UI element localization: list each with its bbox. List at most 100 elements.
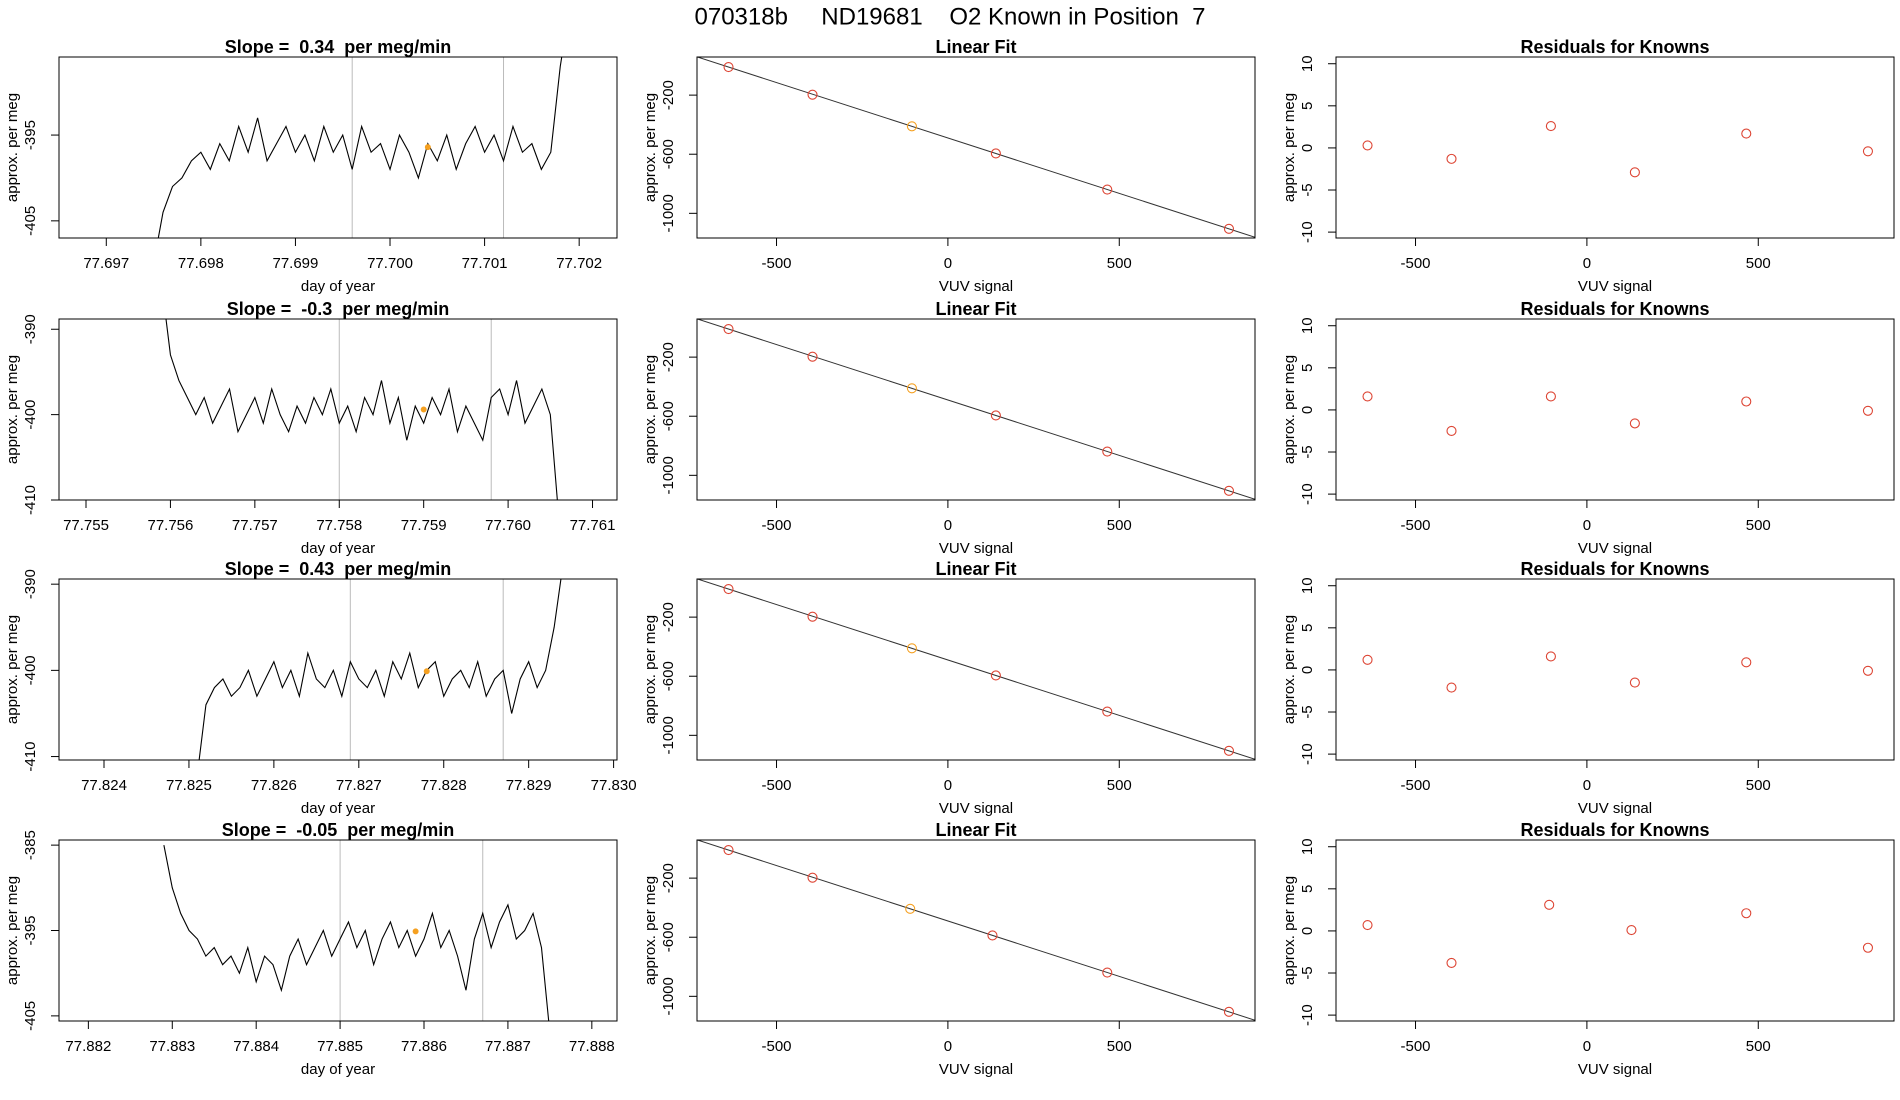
point — [1446, 957, 1457, 968]
series-line — [163, 845, 550, 1021]
x-tick-label: 77.756 — [147, 517, 193, 534]
y-tick-label: -5 — [1299, 705, 1316, 718]
y-tick-label: -410 — [22, 485, 39, 515]
y-tick-label: 0 — [1299, 666, 1316, 674]
plot-area — [163, 840, 550, 1021]
point — [1102, 184, 1113, 195]
series-line — [198, 579, 562, 760]
x-tick-label: 500 — [1746, 1038, 1771, 1055]
point — [1223, 223, 1235, 234]
x-axis-label: VUV signal — [939, 1061, 1013, 1078]
panel-title: Slope = 0.34 per meg/min — [225, 37, 452, 57]
y-tick-label: -10 — [1299, 1004, 1316, 1026]
highlight-point — [420, 406, 427, 413]
x-tick-label: 77.699 — [272, 255, 318, 272]
panel-title: Slope = 0.43 per meg/min — [225, 559, 452, 579]
point — [1862, 146, 1874, 157]
x-tick-label: 500 — [1746, 777, 1771, 794]
x-tick-label: 500 — [1746, 517, 1771, 534]
x-tick-label: 77.824 — [81, 777, 127, 794]
x-tick-label: 77.829 — [506, 777, 552, 794]
y-tick-label: -10 — [1299, 483, 1316, 505]
point — [1223, 745, 1235, 756]
plot-area — [697, 57, 1255, 238]
x-axis-label: day of year — [301, 1061, 375, 1078]
y-axis-label: approx. per meg — [1281, 615, 1298, 724]
point — [1362, 140, 1373, 151]
y-tick-label: -10 — [1299, 221, 1316, 243]
plot-box — [1335, 318, 1895, 501]
point — [1545, 391, 1556, 402]
y-tick-label: 10 — [1299, 55, 1316, 72]
point — [1446, 153, 1457, 164]
series-line — [165, 319, 558, 500]
panel-title: Linear Fit — [935, 820, 1016, 840]
x-tick-label: 77.825 — [166, 777, 212, 794]
y-tick-label: -395 — [22, 120, 39, 150]
plot-box — [58, 578, 618, 761]
y-tick-label: 5 — [1299, 364, 1316, 372]
y-axis-label: approx. per meg — [1281, 93, 1298, 202]
y-tick-label: -1000 — [660, 977, 677, 1015]
x-tick-label: -500 — [762, 777, 792, 794]
plot-area — [1362, 651, 1874, 693]
y-tick-label: -600 — [660, 401, 677, 431]
y-axis-label: approx. per meg — [1281, 876, 1298, 985]
x-tick-label: 0 — [1583, 1038, 1591, 1055]
x-axis-label: VUV signal — [1578, 800, 1652, 817]
y-tick-label: 5 — [1299, 102, 1316, 110]
y-tick-label: -400 — [22, 655, 39, 685]
y-tick-label: 0 — [1299, 406, 1316, 414]
x-tick-label: -500 — [762, 1038, 792, 1055]
point — [990, 148, 1001, 159]
y-tick-label: 0 — [1299, 927, 1316, 935]
y-tick-label: -200 — [660, 602, 677, 632]
y-tick-label: 5 — [1299, 624, 1316, 632]
y-tick-label: -410 — [22, 742, 39, 772]
point — [906, 643, 917, 654]
y-tick-label: -1000 — [660, 456, 677, 494]
highlight-point — [412, 928, 419, 935]
x-tick-label: 77.755 — [63, 517, 109, 534]
x-tick-label: 0 — [944, 255, 952, 272]
plot-box — [1335, 839, 1895, 1022]
y-axis-label: approx. per meg — [1281, 355, 1298, 464]
y-axis-label: approx. per meg — [4, 93, 21, 202]
x-tick-label: -500 — [762, 255, 792, 272]
x-tick-label: 77.883 — [149, 1038, 195, 1055]
point — [807, 89, 818, 100]
x-tick-label: 77.830 — [591, 777, 637, 794]
point — [1102, 967, 1113, 978]
point — [906, 121, 917, 132]
y-tick-label: 10 — [1299, 838, 1316, 855]
x-tick-label: 77.760 — [485, 517, 531, 534]
point — [990, 410, 1001, 421]
y-axis-label: approx. per meg — [642, 355, 659, 464]
highlight-point — [423, 668, 430, 675]
x-axis-label: day of year — [301, 800, 375, 817]
plot-area — [1362, 899, 1874, 968]
x-tick-label: 0 — [944, 1038, 952, 1055]
point — [1862, 665, 1874, 676]
plot-box — [696, 318, 1256, 501]
x-axis-label: day of year — [301, 540, 375, 557]
plot-area — [1362, 391, 1874, 437]
point — [905, 903, 916, 914]
point — [1741, 908, 1752, 919]
x-axis-label: day of year — [301, 278, 375, 295]
x-tick-label: -500 — [1401, 1038, 1431, 1055]
plot-area — [697, 319, 1255, 500]
y-tick-label: -5 — [1299, 183, 1316, 196]
x-tick-label: 77.827 — [336, 777, 382, 794]
y-tick-label: -405 — [22, 1001, 39, 1031]
point — [1629, 167, 1640, 178]
y-tick-label: -600 — [660, 139, 677, 169]
y-tick-label: 0 — [1299, 144, 1316, 152]
x-tick-label: 77.698 — [178, 255, 224, 272]
point — [1741, 128, 1752, 139]
plot-area — [697, 579, 1255, 760]
x-tick-label: 77.700 — [367, 255, 413, 272]
point — [807, 351, 818, 362]
panel-title: Residuals for Knowns — [1520, 820, 1709, 840]
x-tick-label: 77.758 — [316, 517, 362, 534]
